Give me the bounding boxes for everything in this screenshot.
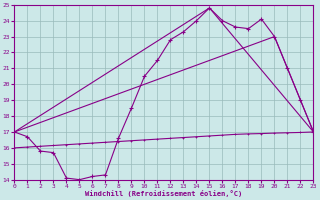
X-axis label: Windchill (Refroidissement éolien,°C): Windchill (Refroidissement éolien,°C): [85, 190, 243, 197]
